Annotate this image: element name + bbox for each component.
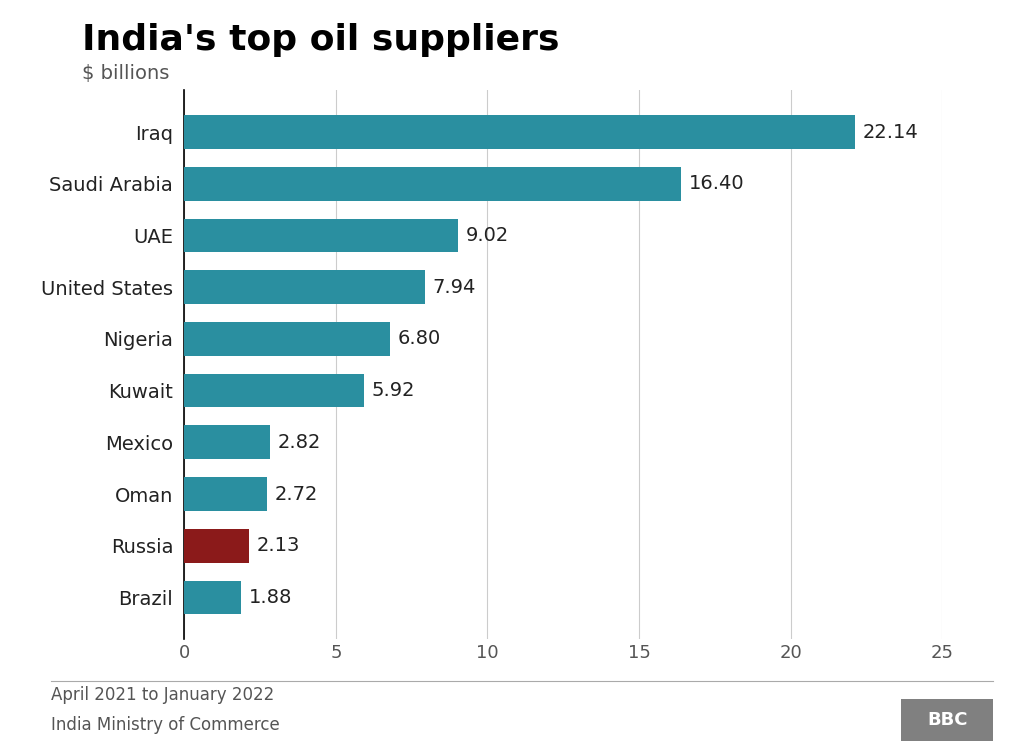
Text: 22.14: 22.14 (863, 123, 919, 141)
Text: 2.13: 2.13 (256, 536, 300, 555)
Bar (184, 426, 269, 459)
Text: 2.72: 2.72 (274, 484, 317, 504)
Text: 7.94: 7.94 (432, 277, 476, 296)
Text: 2.82: 2.82 (278, 433, 321, 452)
Bar (184, 219, 458, 252)
Bar (184, 167, 681, 201)
Text: India's top oil suppliers: India's top oil suppliers (82, 23, 559, 56)
Text: 9.02: 9.02 (465, 226, 509, 245)
Text: 5.92: 5.92 (372, 381, 415, 400)
Bar (184, 115, 855, 149)
Bar (184, 270, 425, 304)
Bar (184, 581, 242, 614)
Text: India Ministry of Commerce: India Ministry of Commerce (51, 716, 280, 734)
Text: $ billions: $ billions (82, 64, 169, 83)
Text: BBC: BBC (927, 711, 968, 729)
Text: 6.80: 6.80 (398, 329, 441, 348)
Bar (184, 478, 267, 511)
Bar (184, 322, 390, 356)
Bar (184, 529, 249, 562)
Bar (184, 374, 364, 408)
Text: 16.40: 16.40 (689, 174, 744, 193)
Text: 1.88: 1.88 (249, 588, 292, 607)
Text: April 2021 to January 2022: April 2021 to January 2022 (51, 686, 274, 704)
